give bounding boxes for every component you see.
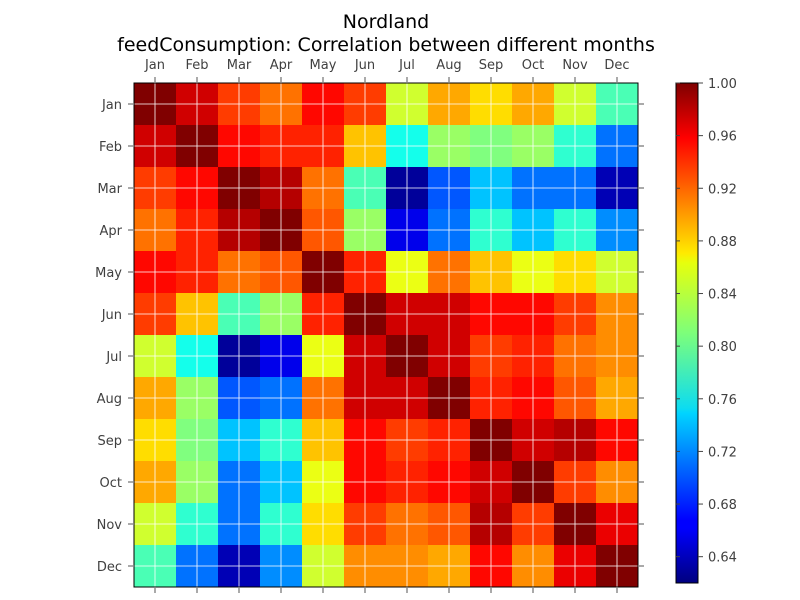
x-tick-label: Oct: [522, 58, 544, 73]
colorbar-tick-label: 0.88: [708, 235, 737, 250]
y-tick-label: Dec: [97, 560, 122, 575]
y-tick-label: Jan: [101, 98, 122, 113]
x-tick-label: Nov: [562, 58, 588, 73]
x-tick-label: May: [310, 58, 337, 73]
chart-title: Nordland: [343, 11, 429, 33]
x-tick-label: Sep: [479, 58, 504, 73]
colorbar-tick-label: 0.64: [708, 551, 737, 566]
axis-ticks: [128, 77, 644, 593]
y-tick-label: Apr: [100, 224, 123, 239]
colorbar-ticks: 0.64 0.68 0.72 0.76 0.80 0.84 0.88 0.92 0.96 1.00: [676, 77, 737, 566]
colorbar-tick-label: 0.76: [708, 393, 737, 408]
y-tick-label: Feb: [99, 140, 122, 155]
x-tick-label: Apr: [270, 58, 293, 73]
x-tick-label: Mar: [227, 58, 252, 73]
x-tick-label: Jul: [398, 58, 415, 73]
y-tick-label: Mar: [97, 182, 122, 197]
heatmap-cells: [134, 83, 639, 588]
y-tick-label: Aug: [97, 392, 122, 407]
plot-frame: [133, 82, 639, 588]
colorbar-tick-label: 0.84: [708, 288, 737, 303]
colorbar-tick-label: 0.92: [708, 182, 737, 197]
y-tick-label: Oct: [100, 476, 122, 491]
x-tick-label: Aug: [436, 58, 461, 73]
x-tick-label: Jun: [354, 58, 375, 73]
y-tick-label: Nov: [97, 518, 123, 533]
y-tick-label: Jun: [101, 308, 122, 323]
x-tick-label: Jan: [144, 58, 165, 73]
y-tick-label: Sep: [97, 434, 122, 449]
colorbar-tick-label: 1.00: [708, 77, 737, 92]
colorbar: [675, 82, 699, 584]
colorbar-tick-label: 0.96: [708, 130, 737, 145]
colorbar-tick-label: 0.80: [708, 340, 737, 355]
chart-subtitle: feedConsumption: Correlation between dif…: [117, 34, 655, 56]
y-tick-label: May: [95, 266, 122, 281]
colorbar-tick-label: 0.72: [708, 445, 737, 460]
colorbar-tick-label: 0.68: [708, 498, 737, 513]
x-tick-label: Dec: [604, 58, 629, 73]
axis-labels: Jan Jan Feb Feb Mar Mar Apr Apr May May Jun Jun Jul J…: [95, 58, 639, 588]
x-tick-label: Feb: [185, 58, 208, 73]
y-tick-label: Jul: [105, 350, 122, 365]
